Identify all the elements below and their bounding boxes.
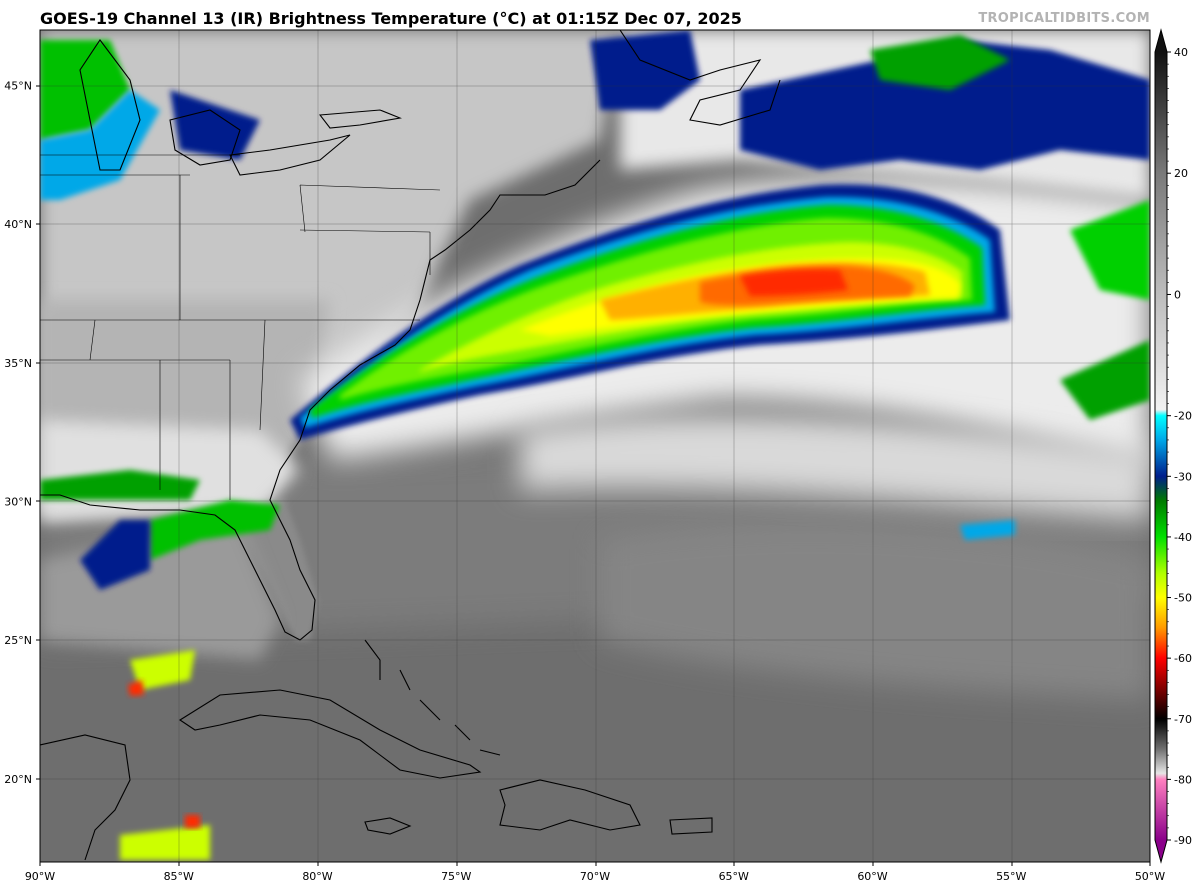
latitude-labels: 20°N 25°N 30°N 35°N 40°N 45°N bbox=[4, 79, 32, 785]
longitude-label: 90°W bbox=[25, 870, 55, 883]
longitude-label: 65°W bbox=[719, 870, 749, 883]
imagery-layer bbox=[40, 30, 1150, 862]
longitude-label: 80°W bbox=[302, 870, 332, 883]
longitude-label: 75°W bbox=[441, 870, 471, 883]
coastlines-layer bbox=[40, 30, 781, 861]
colorbar-tick-label: -80 bbox=[1174, 773, 1192, 786]
longitude-label: 60°W bbox=[857, 870, 887, 883]
colorbar-tick-label: 40 bbox=[1174, 46, 1188, 59]
colorbar-tick-label: -70 bbox=[1174, 713, 1192, 726]
longitude-label: 55°W bbox=[996, 870, 1026, 883]
colorbar: 40 20 0 -20 -30 -40 -50 -60 -70 -80 -90 bbox=[1154, 28, 1192, 864]
latitude-label: 40°N bbox=[4, 218, 32, 231]
colorbar-tick-label: 0 bbox=[1174, 288, 1181, 301]
colorbar-tick-label: -40 bbox=[1174, 531, 1192, 544]
colorbar-tick-label: -20 bbox=[1174, 410, 1192, 423]
longitude-label: 85°W bbox=[164, 870, 194, 883]
axis-ticks bbox=[36, 85, 1151, 866]
latitude-label: 20°N bbox=[4, 773, 32, 786]
latitude-label: 30°N bbox=[4, 495, 32, 508]
site-credit: TROPICALTIDBITS.COM bbox=[978, 11, 1150, 26]
colorbar-tick-label: 20 bbox=[1174, 167, 1188, 180]
longitude-labels: 90°W 85°W 80°W 75°W 70°W 65°W 60°W 55°W 50°W bbox=[25, 870, 1165, 883]
map-title: GOES-19 Channel 13 (IR) Brightness Tempe… bbox=[40, 9, 742, 28]
plot-frame bbox=[39, 29, 1151, 863]
longitude-label: 50°W bbox=[1135, 870, 1165, 883]
longitude-label: 70°W bbox=[580, 870, 610, 883]
colorbar-tick-label: -50 bbox=[1174, 592, 1192, 605]
colorbar-bar bbox=[1154, 28, 1168, 864]
colorbar-tick-label: -90 bbox=[1174, 834, 1192, 847]
latitude-label: 45°N bbox=[4, 79, 32, 92]
colorbar-ticks: 40 20 0 -20 -30 -40 -50 -60 -70 -80 -90 bbox=[1167, 46, 1192, 847]
graticule bbox=[40, 30, 1150, 862]
colorbar-tick-label: -60 bbox=[1174, 652, 1192, 665]
latitude-label: 35°N bbox=[4, 357, 32, 370]
colorbar-tick-label: -30 bbox=[1174, 470, 1192, 483]
latitude-label: 25°N bbox=[4, 634, 32, 647]
